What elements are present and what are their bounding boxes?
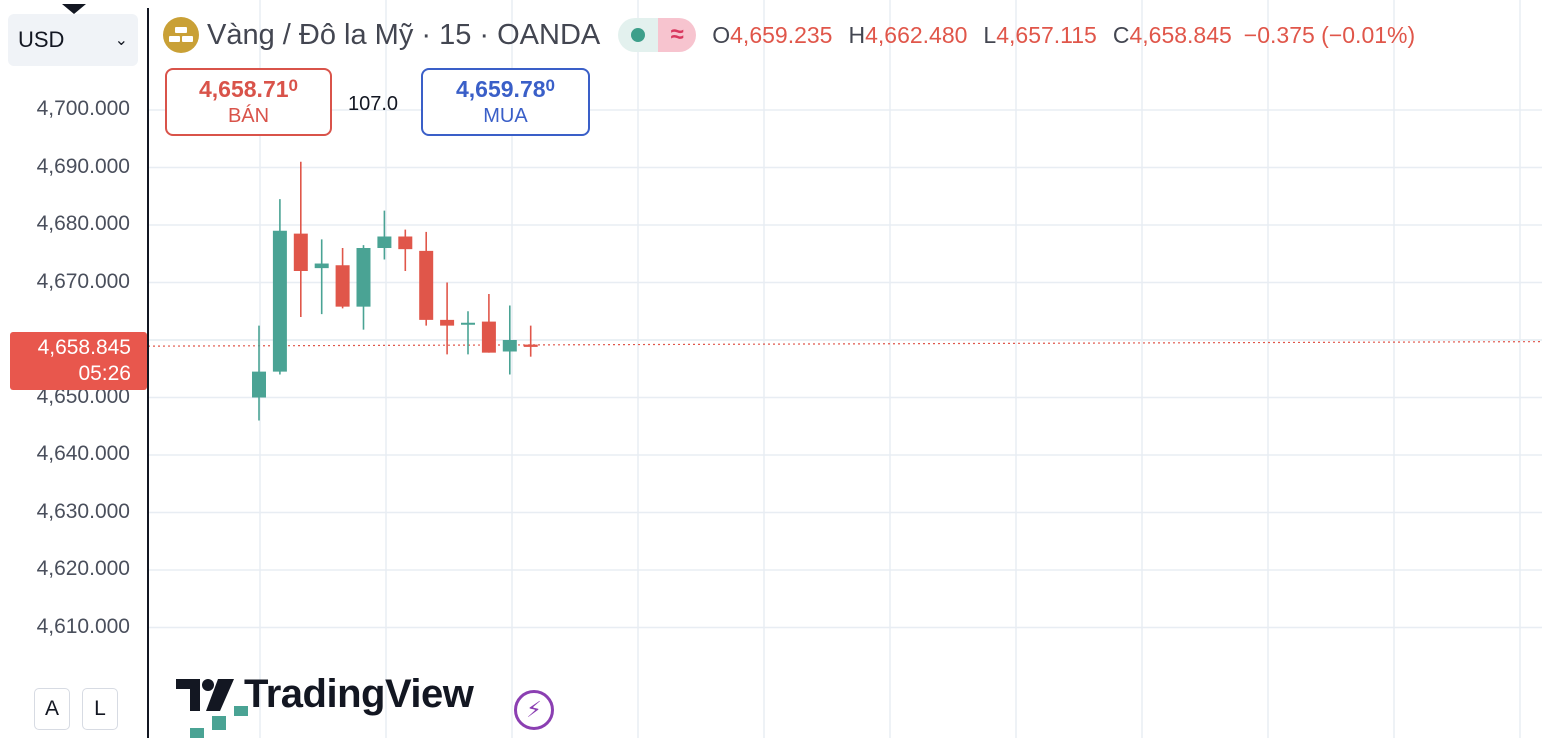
bar-countdown-label: 05:26	[78, 362, 131, 385]
candle-body-down	[523, 344, 538, 347]
high-key: H	[848, 21, 866, 48]
sell-price: 4,658.710	[167, 76, 330, 103]
current-price-tag: 4,658.845 05:26	[10, 332, 147, 390]
buy-price-main: 4,659.78	[456, 76, 546, 102]
log-scale-button[interactable]: L	[82, 688, 118, 730]
currency-select[interactable]: USD ⌄	[8, 14, 138, 66]
sell-button[interactable]: 4,658.710 BÁN	[165, 68, 332, 136]
lightning-icon[interactable]: ⚡︎	[514, 690, 554, 730]
sell-price-main: 4,658.71	[199, 76, 289, 102]
auto-scale-button[interactable]: A	[34, 688, 70, 730]
chevron-down-icon: ⌄	[114, 32, 128, 49]
ohlc-open: O4,659.235	[712, 22, 832, 49]
spread-value: 107.0	[348, 93, 399, 115]
low-key: L	[983, 21, 997, 48]
price-tick-label: 4,610.000	[36, 614, 130, 638]
candle-body-down	[481, 321, 496, 353]
candle-body-up	[356, 248, 371, 307]
low-value: 4,657.115	[996, 21, 1097, 48]
tradingview-mark-icon	[176, 678, 234, 711]
price-tick-label: 4,630.000	[36, 499, 130, 523]
market-open-indicator[interactable]	[618, 18, 659, 52]
buy-price: 4,659.780	[423, 76, 588, 103]
buy-price-pip: 0	[545, 76, 555, 95]
delayed-data-icon[interactable]: ≈	[658, 18, 697, 52]
buy-label: MUA	[483, 105, 528, 127]
tradingview-wordmark: TradingView	[244, 672, 474, 716]
candle-body-down	[440, 319, 455, 326]
candle-body-up	[190, 728, 204, 738]
candle-body-up	[272, 230, 287, 372]
candle-body-up	[461, 322, 475, 325]
open-key: O	[712, 21, 731, 48]
gold-bars-icon[interactable]	[163, 17, 199, 53]
ohlc-high: H4,662.480	[848, 22, 967, 49]
symbol-legend: Vàng / Đô la Mỹ · 15 · OANDA ≈ O4,659.23…	[163, 12, 1415, 58]
candle-body-down	[419, 250, 434, 320]
price-tick-label: 4,700.000	[36, 97, 130, 120]
sell-price-pip: 0	[288, 76, 298, 95]
close-key: C	[1112, 21, 1130, 48]
ohlc-low: L4,657.115	[983, 22, 1096, 49]
candle-body-up	[212, 716, 226, 730]
tradingview-logo[interactable]: TradingView	[174, 672, 474, 717]
current-price-label: 4,658.845	[37, 336, 131, 359]
candle-body-up	[377, 236, 392, 248]
price-tick-label: 4,680.000	[36, 212, 130, 235]
price-tick-label: 4,620.000	[36, 557, 130, 580]
candle-body-down	[335, 265, 350, 307]
open-value: 4,659.235	[730, 21, 833, 48]
candle-body-up	[252, 371, 266, 398]
candle-body-up	[234, 706, 248, 716]
candle-body-down	[398, 236, 413, 250]
price-tick-label: 4,640.000	[36, 442, 130, 465]
sell-label: BÁN	[227, 105, 270, 127]
currency-value: USD	[18, 27, 65, 52]
price-axis-border	[147, 8, 149, 738]
symbol-title[interactable]: Vàng / Đô la Mỹ · 15 · OANDA	[207, 18, 601, 51]
high-value: 4,662.480	[865, 21, 968, 48]
close-value: 4,658.845	[1129, 21, 1232, 48]
current-price-line	[147, 341, 1542, 347]
buy-button[interactable]: 4,659.780 MUA	[421, 68, 590, 136]
price-change: −0.375 (−0.01%)	[1243, 21, 1416, 48]
price-tick-label: 4,670.000	[36, 269, 130, 293]
price-tick-label: 4,690.000	[36, 154, 130, 178]
ohlc-close: C4,658.845	[1113, 22, 1232, 49]
status-dot-icon	[631, 28, 646, 42]
price-tick-label: 4,650.000	[36, 384, 130, 408]
market-status-pill[interactable]: ≈	[618, 18, 697, 52]
candle-body-down	[293, 233, 308, 271]
candle-body-up	[314, 263, 329, 269]
collapse-arrow-icon[interactable]	[62, 4, 86, 14]
candle-body-up	[502, 340, 517, 352]
